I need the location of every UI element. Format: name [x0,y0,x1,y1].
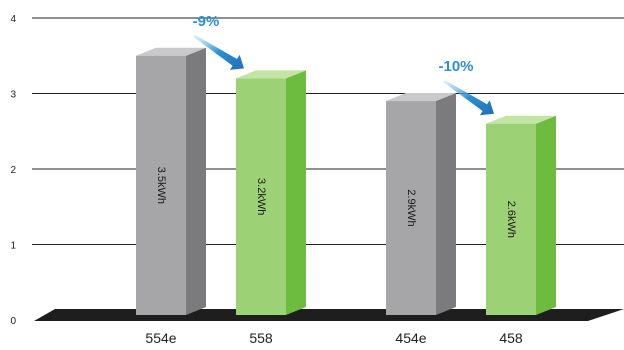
annotations: -9% -10% [193,13,494,116]
bar-value-label: 3.2kWh [255,178,267,215]
bar-458: 2.6kWh [486,115,556,315]
bar-side [436,93,456,315]
bar-front [136,55,186,315]
x-category-label: 558 [249,330,273,346]
bar-554e: 3.5kWh [136,47,206,315]
bar-top [236,70,306,79]
bar-value-label: 2.6kWh [505,201,517,238]
y-tick-label: 3 [10,90,16,101]
bar-front [386,101,436,315]
bars: 3.5kWh 3.2kWh 2.9kWh 2.6kWh [136,47,556,316]
y-tick-label: 2 [10,165,16,176]
bar-top [486,115,556,124]
arrow-icon [193,34,244,70]
y-axis-ticks: 0 1 2 3 4 [10,14,16,327]
bar-side [286,70,306,316]
bar-front [486,123,536,315]
y-tick-label: 1 [10,241,16,252]
bar-side [186,47,206,315]
delta-annotation: -10% [438,58,494,116]
x-category-label: 454e [395,330,426,346]
bar-top [386,93,456,102]
y-tick-label: 0 [10,316,16,327]
delta-annotation: -9% [193,13,244,70]
bar-558: 3.2kWh [236,70,306,316]
bar-top [136,47,206,56]
bar-454e: 2.9kWh [386,93,456,315]
bar-value-label: 3.5kWh [155,167,167,204]
x-category-label: 554e [145,330,176,346]
bar-front [236,78,286,316]
y-tick-label: 4 [10,14,16,25]
delta-label: -10% [438,58,473,75]
arrow-icon [443,80,494,116]
bar-side [536,115,556,315]
x-axis-labels: 554e 558 454e 458 [145,330,522,346]
delta-label: -9% [193,13,220,30]
bar-value-label: 2.9kWh [405,189,417,226]
x-category-label: 458 [499,330,523,346]
